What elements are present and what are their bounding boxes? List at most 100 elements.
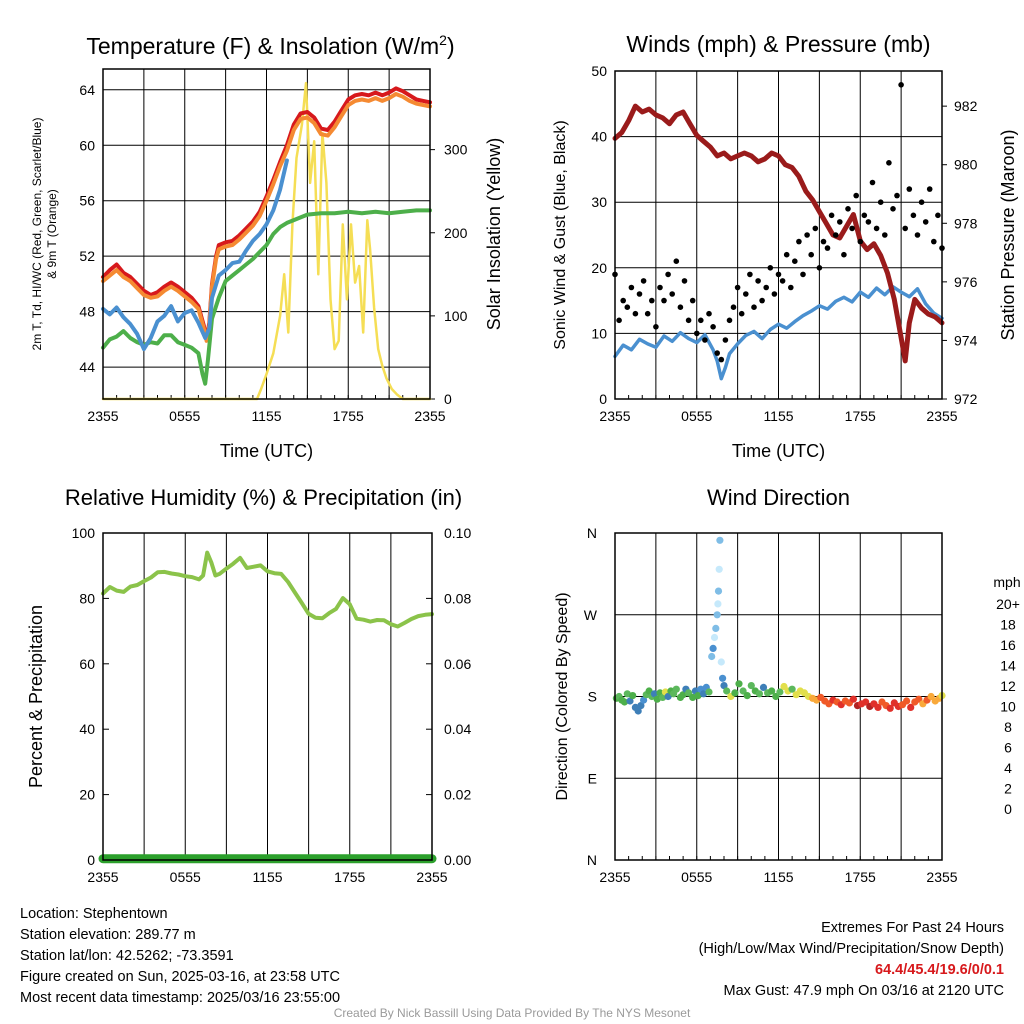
y2-tick-label: 0 — [444, 391, 452, 407]
y2-tick-label: 980 — [954, 157, 978, 173]
gust-point — [747, 271, 753, 278]
gust-point — [869, 179, 876, 186]
direction-point — [679, 691, 687, 699]
gust-point — [632, 310, 639, 317]
y2-tick-label: 0.10 — [444, 525, 471, 541]
gust-point — [816, 265, 823, 271]
x-tick-label: 1755 — [845, 869, 876, 885]
x-tick-label: 2355 — [87, 408, 118, 424]
x-tick-label: 2355 — [416, 869, 447, 885]
gust-point — [644, 310, 651, 317]
legend-label: 2 — [1004, 780, 1012, 796]
gust-point — [820, 238, 827, 245]
gust-point — [665, 271, 671, 278]
series-line-hi-wc — [101, 158, 289, 352]
gust-point — [685, 317, 692, 324]
y2-tick-label: 972 — [954, 391, 978, 407]
direction-point — [672, 685, 680, 693]
gust-point — [824, 245, 831, 251]
extremes-subtitle: (High/Low/Max Wind/Precipitation/Snow De… — [698, 941, 1004, 957]
title-end: ) — [447, 33, 455, 59]
y-tick-label: 20 — [591, 260, 607, 276]
gust-point — [922, 219, 929, 225]
direction-point — [907, 703, 915, 712]
gust-point — [628, 284, 635, 291]
y-tick-label: S — [588, 689, 597, 705]
direction-point — [739, 687, 747, 695]
gust-point — [763, 284, 769, 291]
direction-point — [694, 692, 702, 700]
x-tick-label: 1155 — [251, 408, 281, 424]
gust-point — [828, 212, 835, 219]
gust-point — [788, 284, 794, 291]
y2-tick-label: 976 — [954, 274, 978, 290]
gust-point — [894, 192, 900, 199]
legend-label: 10 — [1000, 699, 1016, 715]
plot-frame — [102, 68, 431, 400]
gust-point — [743, 291, 749, 297]
y2-axis-label: Solar Insolation (Yellow) — [484, 138, 504, 330]
winds-panel: 2355 0555 1155 1755 235501020304050972974976… — [552, 31, 1018, 461]
direction-point — [650, 690, 659, 698]
direction-point — [640, 696, 648, 704]
gust-point — [775, 271, 782, 278]
direction-point — [776, 688, 784, 696]
temperature-panel: 2355 0555 1155 1755 2355 44 48 52 56 60 64 0 100 200 3… — [30, 32, 504, 461]
direction-point — [731, 689, 739, 697]
direction-point — [903, 697, 911, 705]
x-tick-label: 1755 — [333, 408, 364, 424]
direction-point — [715, 565, 723, 573]
gust-point — [722, 337, 729, 343]
gust-point — [898, 82, 904, 88]
y-tick-label: 80 — [79, 590, 95, 606]
y2-tick-label: 0.04 — [444, 721, 471, 737]
y2-tick-label: 0.06 — [444, 656, 471, 672]
gust-point — [902, 225, 908, 232]
elevation-text: Station elevation: 289.77 m — [20, 927, 196, 943]
gust-point — [857, 238, 864, 245]
gust-point — [734, 284, 741, 291]
direction-point — [620, 698, 629, 706]
gust-point — [926, 186, 933, 192]
gust-point — [653, 324, 659, 330]
credit-text: Created By Nick Bassill Using Data Provi… — [333, 1006, 691, 1020]
solar-line — [101, 81, 432, 401]
gust-point — [640, 278, 647, 284]
max-gust-text: Max Gust: 47.9 mph On 03/16 at 2120 UTC — [723, 983, 1004, 999]
series-line-2m-t — [101, 86, 432, 342]
y-axis-label: Direction (Colored By Speed) — [554, 592, 571, 800]
y-tick-label: 52 — [79, 248, 95, 264]
y-tick-label: 40 — [79, 721, 95, 737]
gust-point — [730, 304, 737, 311]
gust-point — [738, 310, 745, 317]
y-axis-label-line2: & 9m T (Orange) — [45, 189, 59, 279]
gust-point — [783, 251, 790, 258]
x-tick-label: 0555 — [170, 869, 201, 885]
direction-point — [664, 692, 672, 701]
y2-tick-label: 0.02 — [444, 787, 471, 803]
gust-point — [808, 251, 814, 258]
y-tick-label: 60 — [79, 137, 95, 153]
gust-point — [845, 206, 851, 212]
chart-title: Winds (mph) & Pressure (mb) — [626, 31, 930, 57]
y-tick-label: 100 — [72, 525, 96, 541]
x-tick-label: 2355 — [599, 869, 630, 885]
x-tick-label: 2355 — [599, 408, 630, 424]
gust-point — [931, 238, 937, 245]
x-tick-label: 1155 — [763, 408, 793, 424]
gust-point — [861, 212, 868, 219]
y2-tick-label: 0.00 — [444, 852, 471, 868]
y-tick-label: 0 — [87, 852, 95, 868]
y2-tick-label: 300 — [444, 142, 468, 158]
gust-point — [657, 284, 663, 291]
gust-point — [616, 317, 622, 324]
direction-point — [659, 693, 667, 702]
gust-point — [771, 291, 778, 297]
x-tick-label: 0555 — [681, 869, 712, 885]
gust-point — [849, 225, 855, 232]
gust-point — [669, 291, 675, 297]
x-tick-label: 1155 — [763, 869, 793, 885]
direction-point — [755, 690, 764, 698]
gust-point — [882, 232, 888, 238]
